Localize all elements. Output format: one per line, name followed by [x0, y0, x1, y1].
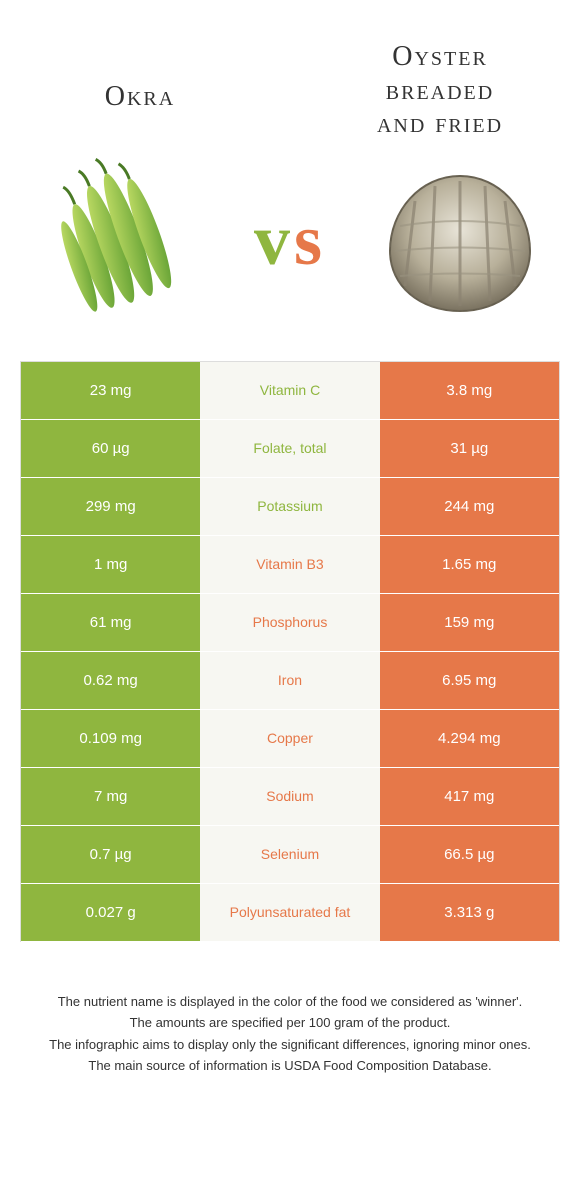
- nutrient-label: Vitamin B3: [200, 536, 379, 593]
- nutrient-label: Sodium: [200, 768, 379, 825]
- value-right: 66.5 µg: [380, 826, 559, 883]
- table-row: 1 mgVitamin B31.65 mg: [21, 536, 559, 594]
- table-row: 60 µgFolate, total31 µg: [21, 420, 559, 478]
- oyster-image: [370, 151, 550, 331]
- vs-s: s: [294, 200, 326, 280]
- value-left: 1 mg: [21, 536, 200, 593]
- note-line: The infographic aims to display only the…: [25, 1035, 555, 1055]
- value-right: 1.65 mg: [380, 536, 559, 593]
- table-row: 7 mgSodium417 mg: [21, 768, 559, 826]
- oyster-icon: [375, 156, 545, 326]
- food-title-right: Oyster breaded and fried: [330, 40, 550, 141]
- okra-image: [30, 151, 210, 331]
- value-left: 0.62 mg: [21, 652, 200, 709]
- okra-icon: [35, 156, 205, 326]
- table-row: 23 mgVitamin C3.8 mg: [21, 362, 559, 420]
- table-row: 0.7 µgSelenium66.5 µg: [21, 826, 559, 884]
- value-right: 3.313 g: [380, 884, 559, 941]
- vs-v: v: [254, 200, 294, 280]
- table-row: 0.62 mgIron6.95 mg: [21, 652, 559, 710]
- title-right-line2: breaded: [386, 75, 494, 106]
- nutrient-label: Vitamin C: [200, 362, 379, 419]
- table-row: 299 mgPotassium244 mg: [21, 478, 559, 536]
- note-line: The amounts are specified per 100 gram o…: [25, 1013, 555, 1033]
- nutrient-label: Polyunsaturated fat: [200, 884, 379, 941]
- images-row: vs: [0, 151, 580, 361]
- table-row: 0.027 gPolyunsaturated fat3.313 g: [21, 884, 559, 942]
- header: Okra Oyster breaded and fried: [0, 0, 580, 151]
- nutrient-label: Phosphorus: [200, 594, 379, 651]
- note-line: The main source of information is USDA F…: [25, 1056, 555, 1076]
- value-right: 3.8 mg: [380, 362, 559, 419]
- value-right: 6.95 mg: [380, 652, 559, 709]
- value-right: 4.294 mg: [380, 710, 559, 767]
- title-right-line3: and fried: [377, 108, 503, 139]
- value-right: 417 mg: [380, 768, 559, 825]
- value-left: 60 µg: [21, 420, 200, 477]
- value-right: 159 mg: [380, 594, 559, 651]
- value-left: 61 mg: [21, 594, 200, 651]
- value-left: 0.7 µg: [21, 826, 200, 883]
- value-left: 0.109 mg: [21, 710, 200, 767]
- value-right: 244 mg: [380, 478, 559, 535]
- vs-label: vs: [254, 199, 326, 282]
- nutrient-label: Folate, total: [200, 420, 379, 477]
- nutrient-table: 23 mgVitamin C3.8 mg60 µgFolate, total31…: [20, 361, 560, 942]
- value-left: 23 mg: [21, 362, 200, 419]
- title-right-line1: Oyster: [392, 41, 488, 72]
- footer-notes: The nutrient name is displayed in the co…: [0, 942, 580, 1076]
- value-left: 0.027 g: [21, 884, 200, 941]
- value-left: 299 mg: [21, 478, 200, 535]
- food-title-left: Okra: [30, 40, 250, 114]
- table-row: 0.109 mgCopper4.294 mg: [21, 710, 559, 768]
- note-line: The nutrient name is displayed in the co…: [25, 992, 555, 1012]
- nutrient-label: Iron: [200, 652, 379, 709]
- table-row: 61 mgPhosphorus159 mg: [21, 594, 559, 652]
- nutrient-label: Selenium: [200, 826, 379, 883]
- value-right: 31 µg: [380, 420, 559, 477]
- value-left: 7 mg: [21, 768, 200, 825]
- nutrient-label: Copper: [200, 710, 379, 767]
- nutrient-label: Potassium: [200, 478, 379, 535]
